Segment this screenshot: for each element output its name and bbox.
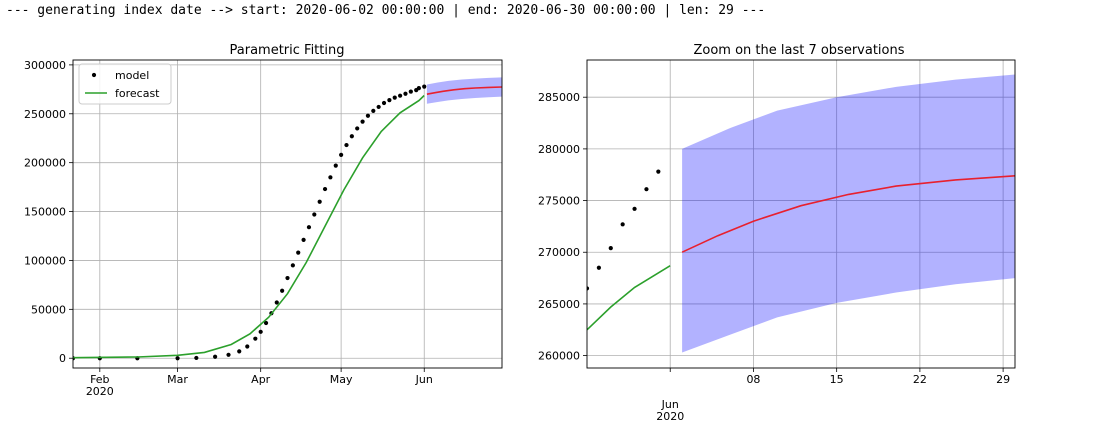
- observed-point: [312, 212, 317, 217]
- observed-point: [355, 126, 360, 131]
- axes-frame: [586, 59, 1016, 369]
- legend-frame: [78, 63, 172, 105]
- observed-point: [296, 250, 301, 255]
- observed-point: [360, 119, 365, 124]
- observed-point: [344, 142, 349, 148]
- observed-point: [213, 354, 218, 359]
- fit-line: [73, 94, 425, 359]
- observed-point: [644, 187, 649, 192]
- fit-line: [587, 265, 671, 331]
- plot-area: [73, 77, 502, 361]
- observed-point: [245, 344, 250, 349]
- observed-point: [306, 225, 312, 230]
- observed-point: [290, 263, 295, 268]
- y-tick-label: 50000: [31, 303, 66, 316]
- console-log-line: --- generating index date --> start: 202…: [6, 3, 766, 18]
- plot-area: [587, 74, 1015, 353]
- y-tick-label: 300000: [24, 59, 66, 72]
- observed-point: [408, 89, 413, 94]
- observed-point: [387, 97, 392, 103]
- x-tick-label: 08: [746, 373, 760, 386]
- chart-title: Zoom on the last 7 observations: [693, 43, 904, 58]
- y-tick-label: 280000: [538, 143, 580, 156]
- y-tick-label: 285000: [538, 91, 580, 104]
- chart-parametric-fitting: Parametric Fitting 0 50000 100000 150000 200…: [24, 43, 503, 398]
- observed-point: [194, 355, 199, 361]
- observed-point: [263, 320, 269, 326]
- observed-point: [381, 100, 387, 106]
- axes-frame: [72, 59, 503, 369]
- observed-point: [596, 265, 601, 270]
- chart-title: Parametric Fitting: [230, 43, 345, 58]
- observed-point: [371, 108, 376, 113]
- forecast-confidence-band: [682, 74, 1015, 353]
- observed-point: [656, 169, 661, 174]
- legend-label-model: model: [115, 69, 149, 82]
- y-tick-label: 265000: [538, 298, 580, 311]
- x-tick-label: 29: [996, 373, 1010, 386]
- observed-point: [376, 104, 381, 110]
- observed-point: [587, 286, 590, 291]
- observed-point: [392, 95, 397, 100]
- x-tick-label: Mar: [167, 373, 188, 386]
- observed-point: [333, 163, 338, 168]
- observed-point: [632, 206, 637, 211]
- x-tick-label: Jun: [661, 398, 679, 411]
- x-tick-label: 15: [830, 373, 844, 386]
- observed-point: [328, 175, 333, 180]
- y-tick-label: 100000: [24, 254, 66, 267]
- forecast-line: [426, 86, 502, 95]
- observed-point: [416, 86, 421, 91]
- y-tick-label: 275000: [538, 195, 580, 208]
- x-tick-sublabel: 2020: [86, 385, 114, 398]
- x-tick-label: May: [330, 373, 353, 386]
- y-tick-label: 200000: [24, 157, 66, 170]
- x-tick-label: 22: [913, 373, 927, 386]
- legend: model forecast: [78, 63, 172, 105]
- observed-point: [285, 275, 290, 281]
- legend-marker-model: [91, 72, 97, 78]
- x-tick-label: Jun: [415, 373, 433, 386]
- observed-point: [301, 237, 306, 243]
- observed-point: [365, 113, 371, 118]
- observed-point: [274, 300, 279, 305]
- observed-point: [280, 288, 285, 293]
- y-tick-label: 250000: [24, 108, 66, 121]
- observed-point: [339, 152, 344, 157]
- observed-point: [226, 352, 231, 357]
- observed-point: [237, 349, 242, 354]
- y-tick-label: 0: [59, 352, 66, 365]
- observed-point: [403, 91, 408, 96]
- x-tick-label: Feb: [90, 373, 109, 386]
- forecast-line: [681, 175, 1015, 253]
- y-tick-label: 150000: [24, 206, 66, 219]
- observed-point: [322, 186, 328, 192]
- observed-point: [175, 356, 180, 361]
- observed-point: [620, 222, 625, 227]
- forecast-confidence-band: [426, 77, 502, 104]
- observed-point: [349, 134, 354, 139]
- observed-point: [398, 93, 403, 98]
- y-tick-label: 260000: [538, 350, 580, 363]
- chart-zoom: Zoom on the last 7 observations 260000 26…: [538, 43, 1016, 423]
- observed-point: [258, 329, 263, 334]
- observed-point: [317, 199, 322, 204]
- x-tick-label: Apr: [251, 373, 271, 386]
- observed-point: [608, 246, 613, 251]
- observed-point: [422, 84, 427, 89]
- y-tick-label: 270000: [538, 246, 580, 259]
- x-tick-sublabel: 2020: [656, 410, 684, 423]
- legend-label-forecast: forecast: [115, 87, 160, 100]
- observed-point: [253, 336, 258, 341]
